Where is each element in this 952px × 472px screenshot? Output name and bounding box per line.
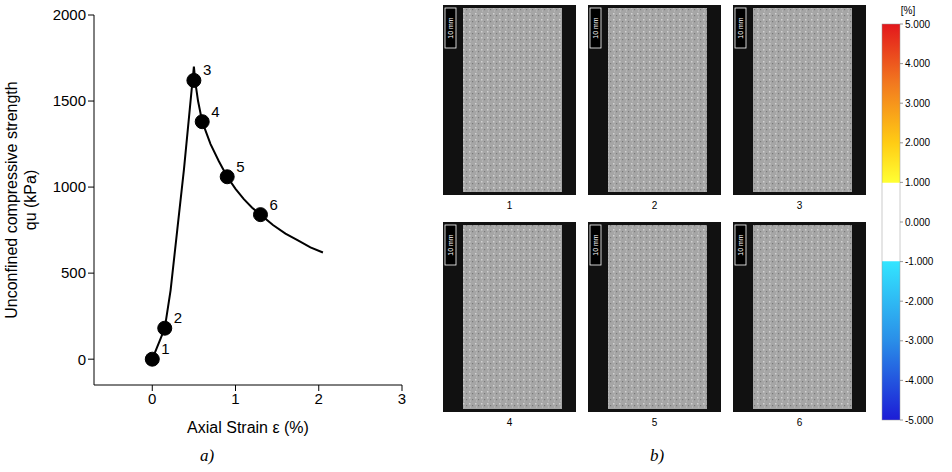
svg-text:2: 2 <box>315 390 323 407</box>
svg-text:1: 1 <box>231 390 239 407</box>
svg-text:-1.000: -1.000 <box>905 256 934 267</box>
svg-text:[%]: [%] <box>901 5 916 16</box>
svg-text:4: 4 <box>211 103 219 120</box>
svg-text:3: 3 <box>797 200 803 211</box>
svg-text:3: 3 <box>203 61 211 78</box>
svg-text:3.000: 3.000 <box>905 98 930 109</box>
svg-text:3: 3 <box>398 390 406 407</box>
svg-text:1500: 1500 <box>53 92 86 109</box>
svg-text:10 mm: 10 mm <box>737 234 744 256</box>
svg-text:Axial Strain ε (%): Axial Strain ε (%) <box>187 419 309 436</box>
svg-text:10 mm: 10 mm <box>592 234 599 256</box>
svg-text:500: 500 <box>61 264 86 281</box>
svg-text:2000: 2000 <box>53 6 86 23</box>
svg-text:10 mm: 10 mm <box>592 17 599 39</box>
svg-text:6: 6 <box>269 196 277 213</box>
svg-text:0.000: 0.000 <box>905 217 930 228</box>
svg-text:4.000: 4.000 <box>905 58 930 69</box>
svg-text:10 mm: 10 mm <box>737 17 744 39</box>
html-text:Unconfined compressive strengt: Unconfined compressive strength qu (kPa) <box>3 81 39 319</box>
svg-text:0: 0 <box>78 351 86 368</box>
svg-text:2.000: 2.000 <box>905 137 930 148</box>
svg-text:-4.000: -4.000 <box>905 375 934 386</box>
svg-text:5: 5 <box>652 417 658 428</box>
html-text:a): a) <box>200 446 215 465</box>
svg-text:1000: 1000 <box>53 178 86 195</box>
html-text:b): b) <box>650 446 665 465</box>
svg-text:-2.000: -2.000 <box>905 296 934 307</box>
svg-text:1.000: 1.000 <box>905 177 930 188</box>
svg-text:2: 2 <box>174 309 182 326</box>
svg-text:-3.000: -3.000 <box>905 335 934 346</box>
svg-text:5: 5 <box>236 158 244 175</box>
svg-text:1: 1 <box>161 340 169 357</box>
svg-text:5.000: 5.000 <box>905 19 930 30</box>
svg-text:6: 6 <box>797 417 803 428</box>
svg-text:4: 4 <box>507 417 513 428</box>
svg-text:-5.000: -5.000 <box>905 415 934 426</box>
svg-text:0: 0 <box>148 390 156 407</box>
svg-text:10 mm: 10 mm <box>447 234 454 256</box>
svg-text:2: 2 <box>652 200 658 211</box>
svg-text:10 mm: 10 mm <box>447 17 454 39</box>
svg-text:1: 1 <box>507 200 513 211</box>
